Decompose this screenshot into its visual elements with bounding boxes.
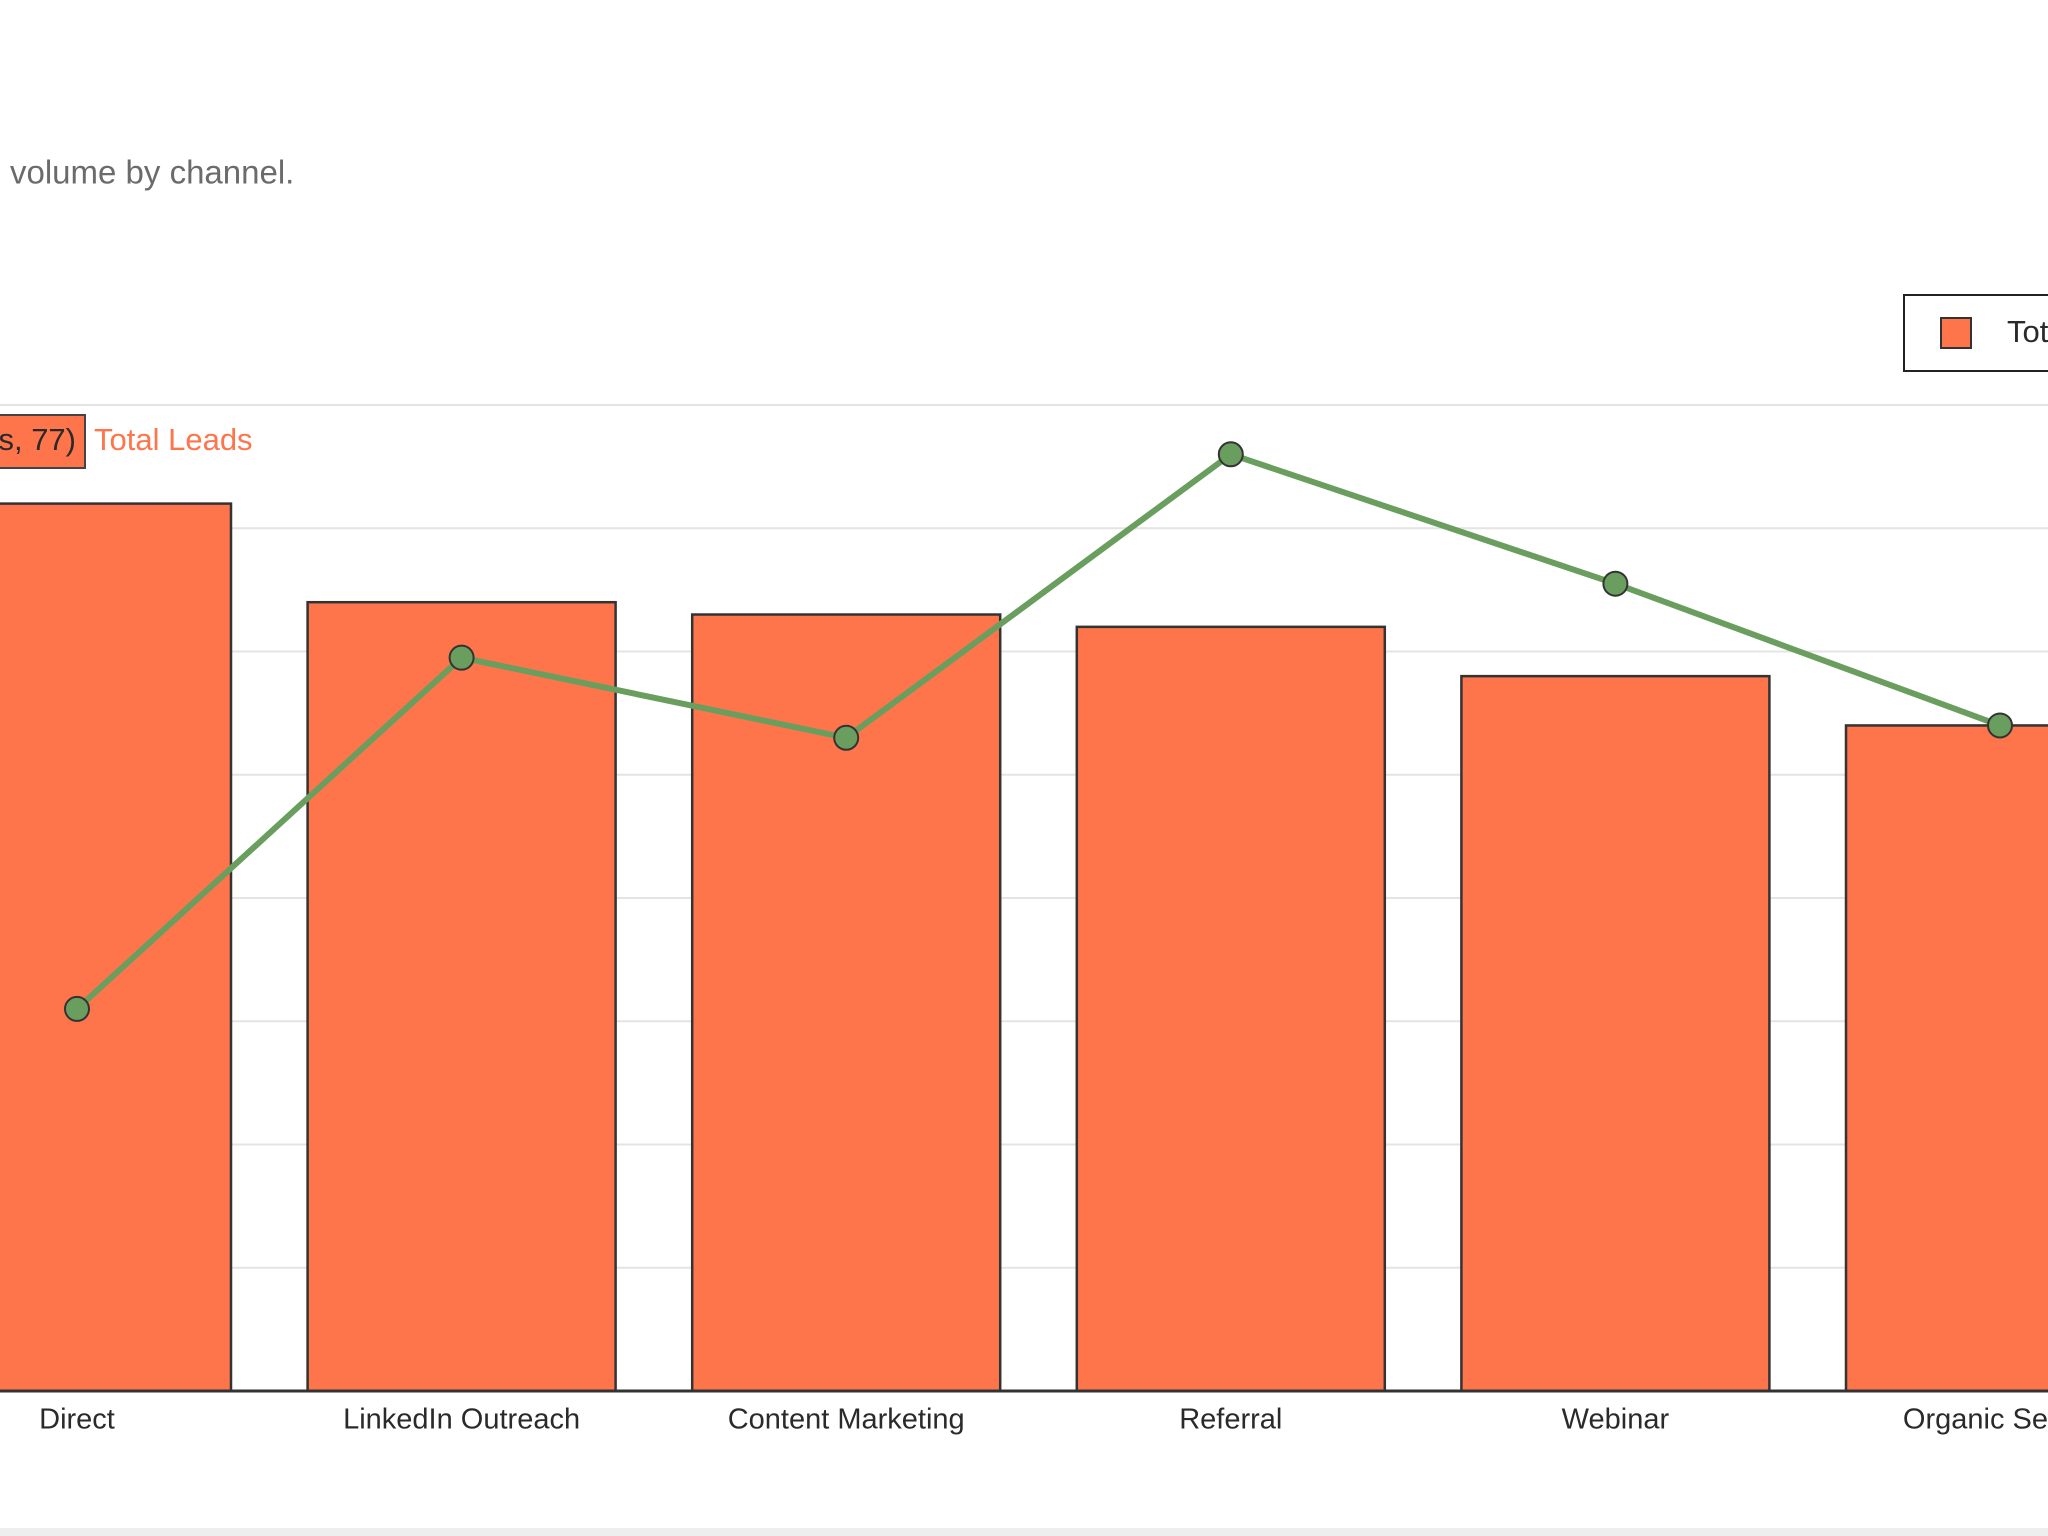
bar	[1460, 674, 1771, 1393]
hover-text: s, 77)	[0, 422, 76, 457]
legend-swatch	[1940, 317, 1972, 349]
x-tick-label: Referral	[1179, 1404, 1282, 1436]
footer-strip	[0, 1528, 2048, 1536]
line	[74, 450, 2002, 1012]
x-tick-label: Webinar	[1562, 1404, 1670, 1436]
line-marker	[448, 644, 475, 671]
hover-series-name: Total Leads	[94, 422, 253, 457]
x-tick-label: Direct	[39, 1404, 115, 1436]
hover-box	[0, 414, 86, 469]
line-marker	[64, 995, 90, 1022]
line-marker	[1602, 570, 1629, 597]
bar	[0, 502, 233, 1393]
x-tick-label: Organic Se	[1903, 1404, 2048, 1436]
line-marker	[833, 724, 860, 751]
legend-label: Total Leads	[2007, 314, 2048, 349]
legend-box	[1903, 294, 2048, 372]
line-marker	[1987, 712, 2013, 739]
line-marker	[1217, 441, 1244, 468]
x-tick-label: Content Marketing	[728, 1404, 965, 1436]
bar	[306, 600, 617, 1393]
bar	[1844, 724, 2048, 1393]
x-tick-label: LinkedIn Outreach	[343, 1404, 580, 1436]
bar	[1075, 625, 1387, 1393]
chart-subtitle: volume by channel.	[10, 154, 294, 191]
